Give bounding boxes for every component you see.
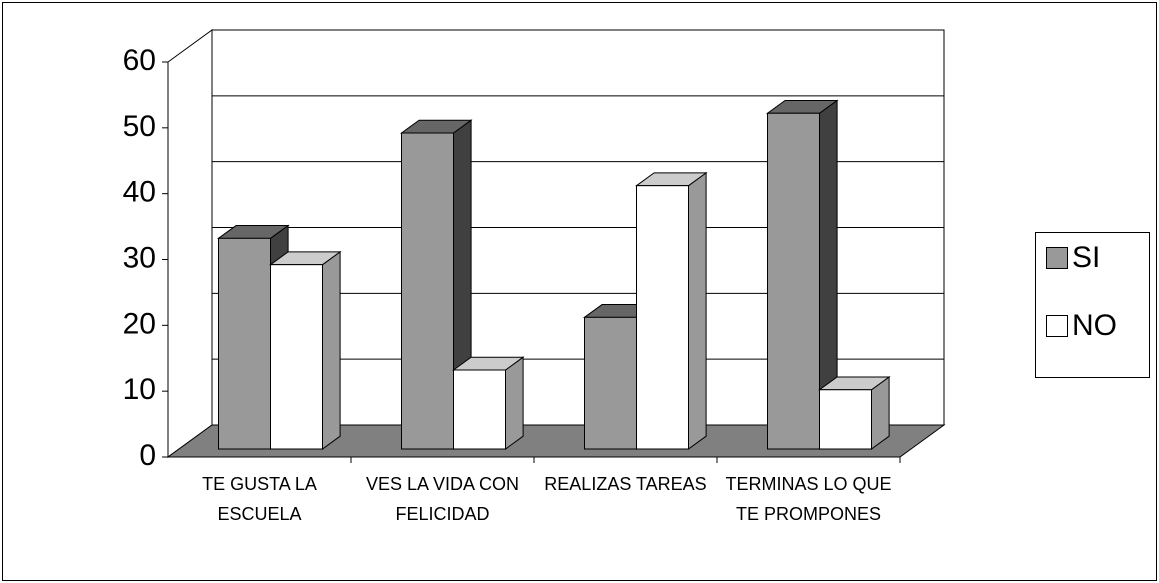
y-tick-label: 40	[123, 176, 156, 209]
y-tick-label: 50	[123, 110, 156, 143]
legend-swatch	[1046, 315, 1068, 337]
bar-side	[688, 171, 707, 450]
y-tick-label: 60	[123, 44, 156, 77]
x-tick-label: TE GUSTA LA ESCUELA	[202, 474, 317, 524]
bar	[819, 389, 872, 450]
bar-side	[505, 356, 524, 450]
legend: SI NO	[1035, 232, 1150, 378]
bar	[270, 264, 323, 450]
bar	[453, 369, 506, 450]
legend-label: NO	[1072, 309, 1117, 342]
bar	[218, 237, 271, 450]
legend-item: NO	[1046, 309, 1117, 343]
x-tick-label: REALIZAS TAREAS	[544, 474, 707, 494]
x-tick-label: TERMINAS LO QUE TE PROMPONES	[725, 474, 892, 524]
y-tick-label: 10	[123, 373, 156, 406]
y-tick-label: 30	[123, 241, 156, 274]
x-tick-label: VES LA VIDA CON FELICIDAD	[365, 474, 520, 524]
bar	[636, 185, 689, 450]
y-tick-label: 20	[123, 307, 156, 340]
bar-side	[322, 250, 341, 450]
y-tick-label: 0	[139, 439, 156, 472]
bar	[767, 112, 820, 450]
bar	[584, 316, 637, 450]
legend-label: SI	[1072, 241, 1101, 274]
legend-item: SI	[1046, 241, 1100, 275]
bar	[401, 132, 454, 450]
left-wall	[167, 29, 213, 458]
legend-swatch	[1046, 247, 1068, 269]
